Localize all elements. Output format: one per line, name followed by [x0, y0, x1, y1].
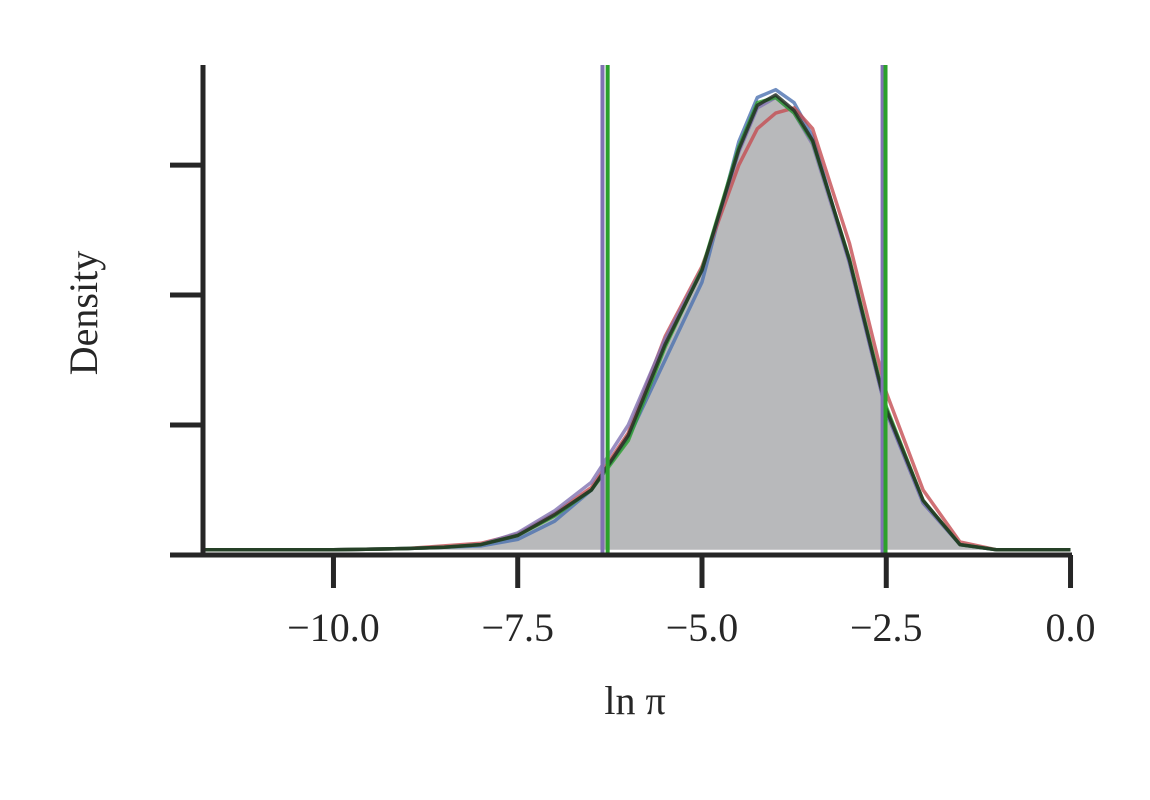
density-area: [203, 94, 1071, 551]
x-tick-label: −7.5: [481, 605, 554, 650]
x-tick-label: −5.0: [666, 605, 739, 650]
x-tick-label: 0.0: [1046, 605, 1096, 650]
x-tick-label: −10.0: [287, 605, 380, 650]
y-axis-label: Density: [61, 251, 106, 375]
x-tick-label: −2.5: [850, 605, 923, 650]
density-line: [203, 93, 1071, 552]
x-axis-label: ln π: [604, 678, 665, 723]
